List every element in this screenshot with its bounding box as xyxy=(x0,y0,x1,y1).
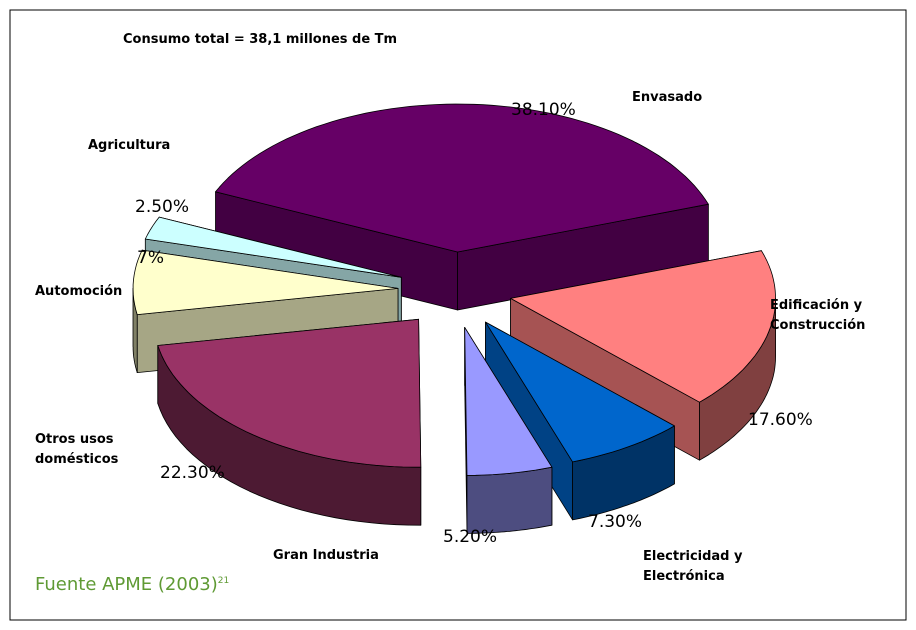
category-label: Edificación y Construcción xyxy=(770,298,866,333)
category-label: Agricultura xyxy=(88,138,171,153)
slice xyxy=(485,321,675,463)
slice xyxy=(510,250,776,403)
slice xyxy=(464,326,553,476)
source-text: Fuente APME (2003) xyxy=(35,574,218,595)
category-label: Envasado xyxy=(632,90,703,105)
category-label: Automoción xyxy=(35,284,123,299)
slice xyxy=(215,103,709,253)
value-label: 7% xyxy=(137,248,164,268)
slice xyxy=(157,318,422,468)
category-label: Electricidad y Electrónica xyxy=(643,549,743,584)
frame xyxy=(9,9,907,621)
value-label: 17.60% xyxy=(748,410,813,430)
category-label: Gran Industria xyxy=(273,548,379,563)
value-label: 2.50% xyxy=(135,197,190,217)
category-label: Otros usos domésticos xyxy=(35,432,119,467)
source: Fuente APME (2003)21 xyxy=(35,574,229,595)
value-label: 5.20% xyxy=(443,527,498,547)
chart-title: Consumo total = 38,1 millones de Tm xyxy=(123,32,398,47)
slice xyxy=(144,216,402,278)
source-note: 21 xyxy=(217,576,230,586)
value-label: 7.30% xyxy=(588,512,643,532)
slice-side xyxy=(466,466,553,534)
slice xyxy=(132,249,399,316)
value-label: 38.10% xyxy=(511,100,576,120)
value-label: 22.30% xyxy=(160,463,225,483)
